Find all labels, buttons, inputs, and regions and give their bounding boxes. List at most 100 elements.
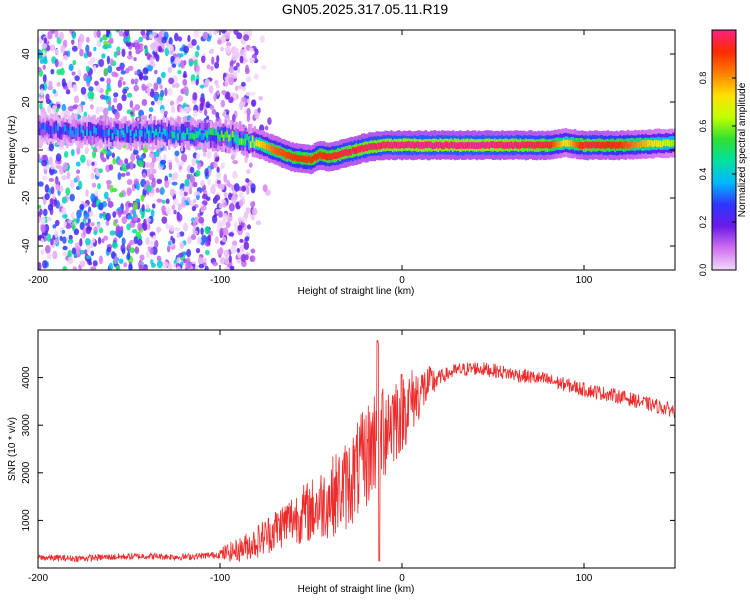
spectrogram-noise-cell [85, 189, 89, 197]
spectrogram-noise-cell [233, 221, 238, 230]
spectrogram-ridge-cell [626, 142, 630, 149]
spectrogram-ridge-cell [228, 127, 231, 141]
spectrogram-noise-cell [249, 47, 254, 53]
spectrogram-noise-cell [110, 251, 116, 260]
spectrogram-noise-cell [121, 48, 126, 58]
spectrogram-ridge-cell [117, 129, 120, 137]
spectrogram-ridge-cell [153, 124, 156, 137]
spectrogram-noise-cell [208, 30, 213, 37]
spectrogram-noise-cell [156, 198, 163, 203]
spectrogram-ridge-cell [57, 125, 60, 138]
spectrogram-noise-cell [246, 169, 251, 175]
spectrogram-noise-cell [106, 55, 111, 65]
spectrogram-ridge-cell [451, 141, 455, 149]
spectrogram-ridge-cell [49, 126, 53, 134]
spectrogram-noise-cell [200, 227, 204, 235]
spectrogram-ridge-cell [368, 143, 371, 151]
spectrogram-ridge-cell [200, 133, 204, 140]
spectrogram-noise-cell [183, 45, 189, 54]
spectrogram-ridge-cell [659, 140, 662, 148]
spectrogram-noise-cell [205, 196, 211, 202]
spectrogram-ridge-cell [397, 141, 400, 149]
spectrogram-noise-cell [62, 265, 68, 270]
spectrogram-noise-cell [50, 238, 54, 246]
spectrogram-noise-cell [195, 169, 201, 177]
spectrogram-noise-cell [239, 244, 245, 254]
spectrogram-ridge-cell [57, 123, 60, 131]
spectrogram-noise-cell [93, 30, 97, 39]
spectrogram-noise-cell [91, 165, 96, 171]
spectrogram-noise-cell [79, 238, 83, 247]
spectrogram-noise-cell [67, 249, 72, 259]
spectrogram-noise-cell [68, 63, 74, 72]
spectrogram-noise-cell [133, 201, 138, 211]
spectrogram-noise-cell [114, 255, 118, 265]
spectrogram-noise-cell [119, 65, 125, 72]
spectrogram-noise-cell [93, 46, 97, 52]
spectrogram-ridge-cell [86, 128, 89, 136]
spectrogram-noise-cell [165, 198, 170, 205]
spectrogram-noise-cell [150, 209, 155, 218]
spectrogram-noise-cell [231, 52, 237, 62]
spectrogram-ridge-cell [552, 140, 555, 148]
spectrogram-noise-cell [171, 204, 176, 211]
spectrogram-noise-cell [94, 80, 99, 86]
spectrogram-ridge-cell [539, 141, 542, 149]
spectrogram-ridge-cell [550, 141, 553, 149]
spectrogram-noise-cell [244, 236, 250, 242]
spectrogram-ridge-cell [541, 141, 544, 149]
spectrogram-noise-cell [222, 227, 229, 237]
spectrogram-noise-cell [156, 178, 163, 184]
spectrogram-ridge-cell [311, 155, 315, 163]
spectrogram-noise-cell [134, 42, 139, 52]
spectrogram-noise-cell [200, 180, 205, 187]
spectrogram-ridge-cell [122, 130, 125, 138]
spectrogram-ridge-cell [661, 140, 664, 148]
spectrogram-ridge-cell [208, 127, 211, 135]
spectrogram-ridge-cell [546, 141, 549, 148]
spectrogram-noise-cell [169, 100, 175, 106]
spectrogram-noise-cell [216, 89, 220, 96]
spectrogram-noise-cell [159, 84, 163, 89]
spectrogram-ridge-cell [293, 153, 297, 161]
spectrogram-noise-cell [67, 80, 73, 89]
spectrogram-noise-cell [179, 107, 184, 114]
spectrogram-noise-cell [228, 192, 233, 201]
spectrogram-noise-cell [204, 79, 211, 84]
spectrogram-noise-cell [181, 201, 186, 208]
spectrogram-noise-cell [220, 99, 226, 108]
spectrogram-ridge-cell [240, 138, 244, 145]
spectrogram-noise-cell [183, 185, 190, 193]
spectrogram-noise-cell [180, 160, 185, 166]
spectrogram-noise-cell [65, 89, 71, 95]
spectrogram-noise-cell [91, 161, 95, 166]
spectrogram-ridge-cell [430, 141, 433, 149]
spectrogram-noise-cell [174, 150, 180, 157]
spectrogram-noise-cell [170, 55, 175, 63]
spectrogram-noise-cell [85, 226, 92, 235]
spectrogram-ridge-cell [348, 148, 351, 156]
spectrogram-ridge-cell [111, 133, 115, 140]
spectrogram-noise-cell [190, 175, 196, 184]
spectrogram-ridge-cell [608, 141, 611, 148]
spectrogram-ridge-cell [441, 142, 444, 150]
spectrogram-noise-cell [125, 163, 131, 170]
spectrogram-noise-cell [167, 240, 172, 246]
spectrogram-ridge-cell [222, 134, 226, 142]
spectrogram-ridge-cell [562, 139, 566, 146]
spectrogram-ridge-cell [455, 142, 458, 150]
spectrogram-ridge-cell [206, 131, 209, 139]
spectrogram-ridge-cell [377, 142, 380, 150]
spectrogram-noise-cell [244, 58, 248, 63]
spectrogram-ridge-cell [335, 152, 338, 160]
spectrogram-noise-cell [48, 80, 53, 89]
spectrogram-noise-cell [204, 226, 210, 235]
spectrogram-noise-cell [183, 106, 189, 115]
spectrogram-noise-cell [47, 105, 52, 114]
spectrogram-noise-cell [183, 222, 188, 232]
spectrogram-ridge-cell [266, 143, 269, 151]
spectrogram-noise-cell [251, 91, 256, 96]
spectrogram-noise-cell [171, 83, 177, 88]
spectrogram-ridge-cell [359, 145, 362, 153]
